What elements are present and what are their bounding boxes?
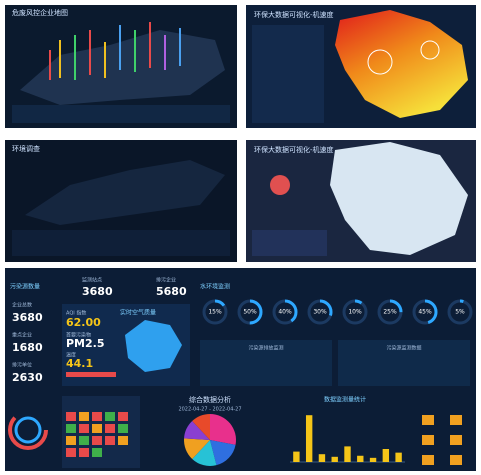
pie-slice: [210, 440, 236, 466]
table: [200, 340, 332, 386]
map: [330, 142, 468, 255]
table-title: 污染源监测数据: [386, 345, 421, 352]
table-title: 污染源排放监测: [248, 345, 283, 352]
side-table: [252, 25, 324, 123]
calendar: [62, 396, 140, 468]
stat-label: 企业总数: [12, 302, 32, 309]
marker: [420, 40, 440, 60]
pie-slice: [192, 414, 210, 440]
panel-title: 环保大数据可视化-机速度: [254, 10, 334, 19]
aqi-value: PM2.5: [66, 337, 105, 350]
stat-value: 2630: [12, 371, 43, 384]
bar: [331, 456, 338, 462]
bar: [395, 452, 402, 462]
aqi-label: 首要污染物: [66, 332, 91, 339]
ring: [377, 299, 403, 325]
marker: [367, 49, 393, 75]
ring-label: 45%: [418, 309, 432, 316]
bar: [305, 415, 313, 462]
section-title: 水环境监测: [200, 283, 230, 291]
bar: [293, 451, 300, 462]
side-chart: [252, 230, 327, 256]
map: [20, 30, 225, 105]
bar: [357, 455, 364, 462]
section-title: 污染源数量: [10, 283, 40, 291]
ring: [342, 299, 368, 325]
stat-label: 重点企业: [12, 332, 32, 339]
donut: [270, 175, 290, 195]
bar: [318, 454, 326, 462]
ring-label: 15%: [208, 309, 222, 316]
gauge: [14, 416, 42, 444]
map-title: 实时空气质量: [120, 309, 156, 317]
stat-value: 3680: [12, 311, 43, 324]
ring-label: 10%: [348, 309, 362, 316]
ring-label: 25%: [383, 309, 397, 316]
icons: [422, 415, 462, 465]
ring: [412, 299, 438, 325]
panel-title: 环保大数据可视化-机速度: [254, 145, 334, 154]
gauge: [8, 410, 48, 450]
ring: [272, 299, 298, 325]
footer-strip: [12, 105, 230, 123]
aqi-value: 62.00: [66, 316, 101, 329]
bar: [369, 457, 377, 462]
ring: [202, 299, 228, 325]
pie-slice: [184, 421, 210, 440]
pie-slice: [192, 440, 217, 467]
bar: [344, 446, 351, 462]
air-map: [125, 320, 182, 372]
ring-label: 5%: [455, 309, 465, 316]
ring-label: 50%: [243, 309, 257, 316]
panel-title: 危废风控企业地图: [12, 8, 68, 17]
stat-label: 排污单位: [12, 362, 32, 369]
aqi-value: 44.1: [66, 357, 93, 370]
stat-value: 5680: [156, 285, 187, 298]
panel-title: 环境调查: [12, 144, 40, 153]
stat-value: 3680: [82, 285, 113, 298]
ring-label: 30%: [313, 309, 327, 316]
decor-bars: [49, 22, 181, 80]
date-range: 2022-04-27 - 2022-04-27: [178, 407, 241, 413]
bar: [382, 449, 390, 462]
ring: [447, 299, 473, 325]
stat-label: 排污企业: [156, 277, 176, 284]
aqi-label: AQI 指数: [66, 310, 86, 317]
table: [338, 340, 470, 386]
stat-label: 监测站点: [82, 277, 102, 284]
section-title: 综合数据分析: [189, 395, 231, 404]
map: [25, 160, 225, 225]
section-title: 数据监测量统计: [324, 396, 366, 404]
color-scale: [66, 372, 116, 377]
aqi-label: 温度: [66, 352, 76, 359]
ring: [237, 299, 263, 325]
stat-value: 1680: [12, 341, 43, 354]
legend-strip: [12, 230, 230, 256]
ring-label: 40%: [278, 309, 292, 316]
heat-map: [335, 10, 468, 118]
pie-slice: [210, 414, 237, 445]
ring: [307, 299, 333, 325]
pie-slice: [184, 438, 210, 459]
